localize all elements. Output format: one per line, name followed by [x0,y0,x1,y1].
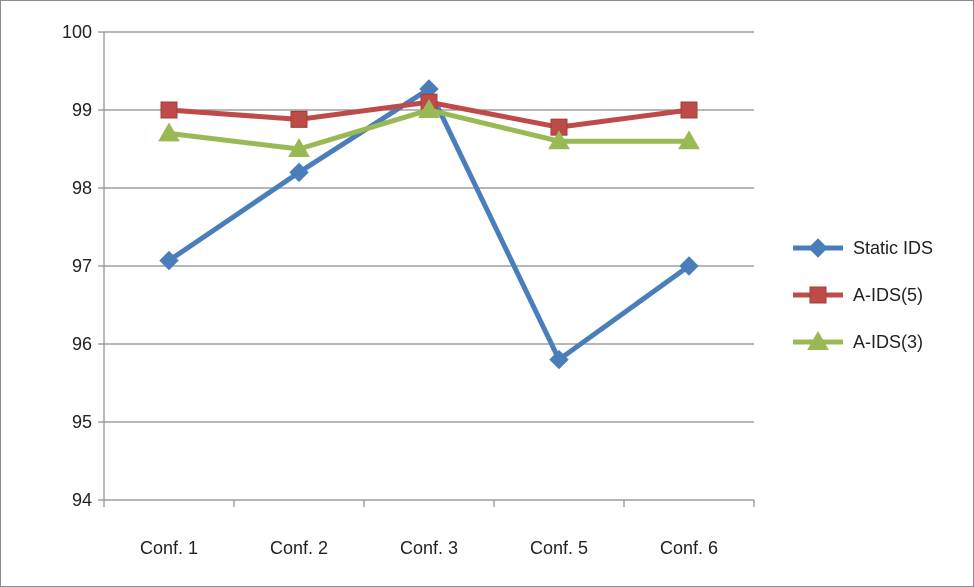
x-tick-label: Conf. 5 [530,538,588,558]
x-tick-label: Conf. 6 [660,538,718,558]
data-point [678,130,700,150]
y-tick-label: 96 [72,334,92,354]
legend-label: A-IDS(3) [853,332,923,352]
x-tick-label: Conf. 1 [140,538,198,558]
y-tick-label: 94 [72,490,92,510]
y-tick-label: 98 [72,178,92,198]
legend-marker [808,238,828,258]
data-point [549,349,569,370]
data-point [159,250,179,271]
y-tick-label: 95 [72,412,92,432]
data-point [418,98,440,118]
y-tick-label: 97 [72,256,92,276]
data-point [548,130,570,150]
y-tick-label: 100 [62,22,92,42]
y-tick-label: 99 [72,100,92,120]
legend-item: A-IDS(5) [793,285,923,305]
data-point [679,256,699,276]
series-2 [158,98,700,157]
x-tick-label: Conf. 3 [400,538,458,558]
legend-marker [807,330,829,350]
series-0 [159,79,699,370]
legend-item: Static IDS [793,238,933,258]
data-point [160,101,178,119]
legend-item: A-IDS(3) [793,330,923,352]
data-point [289,162,309,183]
legend-marker [809,286,827,304]
data-point [290,110,308,128]
legend-label: A-IDS(5) [853,285,923,305]
legend: Static IDS A-IDS(5) A-IDS(3) [793,238,933,352]
data-point [158,122,180,142]
axes: 94 95 96 97 98 99 100 Conf. 1 Conf. 2 Conf. 3 Conf… [62,22,755,558]
x-tick-label: Conf. 2 [270,538,328,558]
series-layer [158,79,700,370]
data-point [288,137,310,157]
series-line [167,86,691,363]
data-point [680,101,698,119]
legend-label: Static IDS [853,238,933,258]
